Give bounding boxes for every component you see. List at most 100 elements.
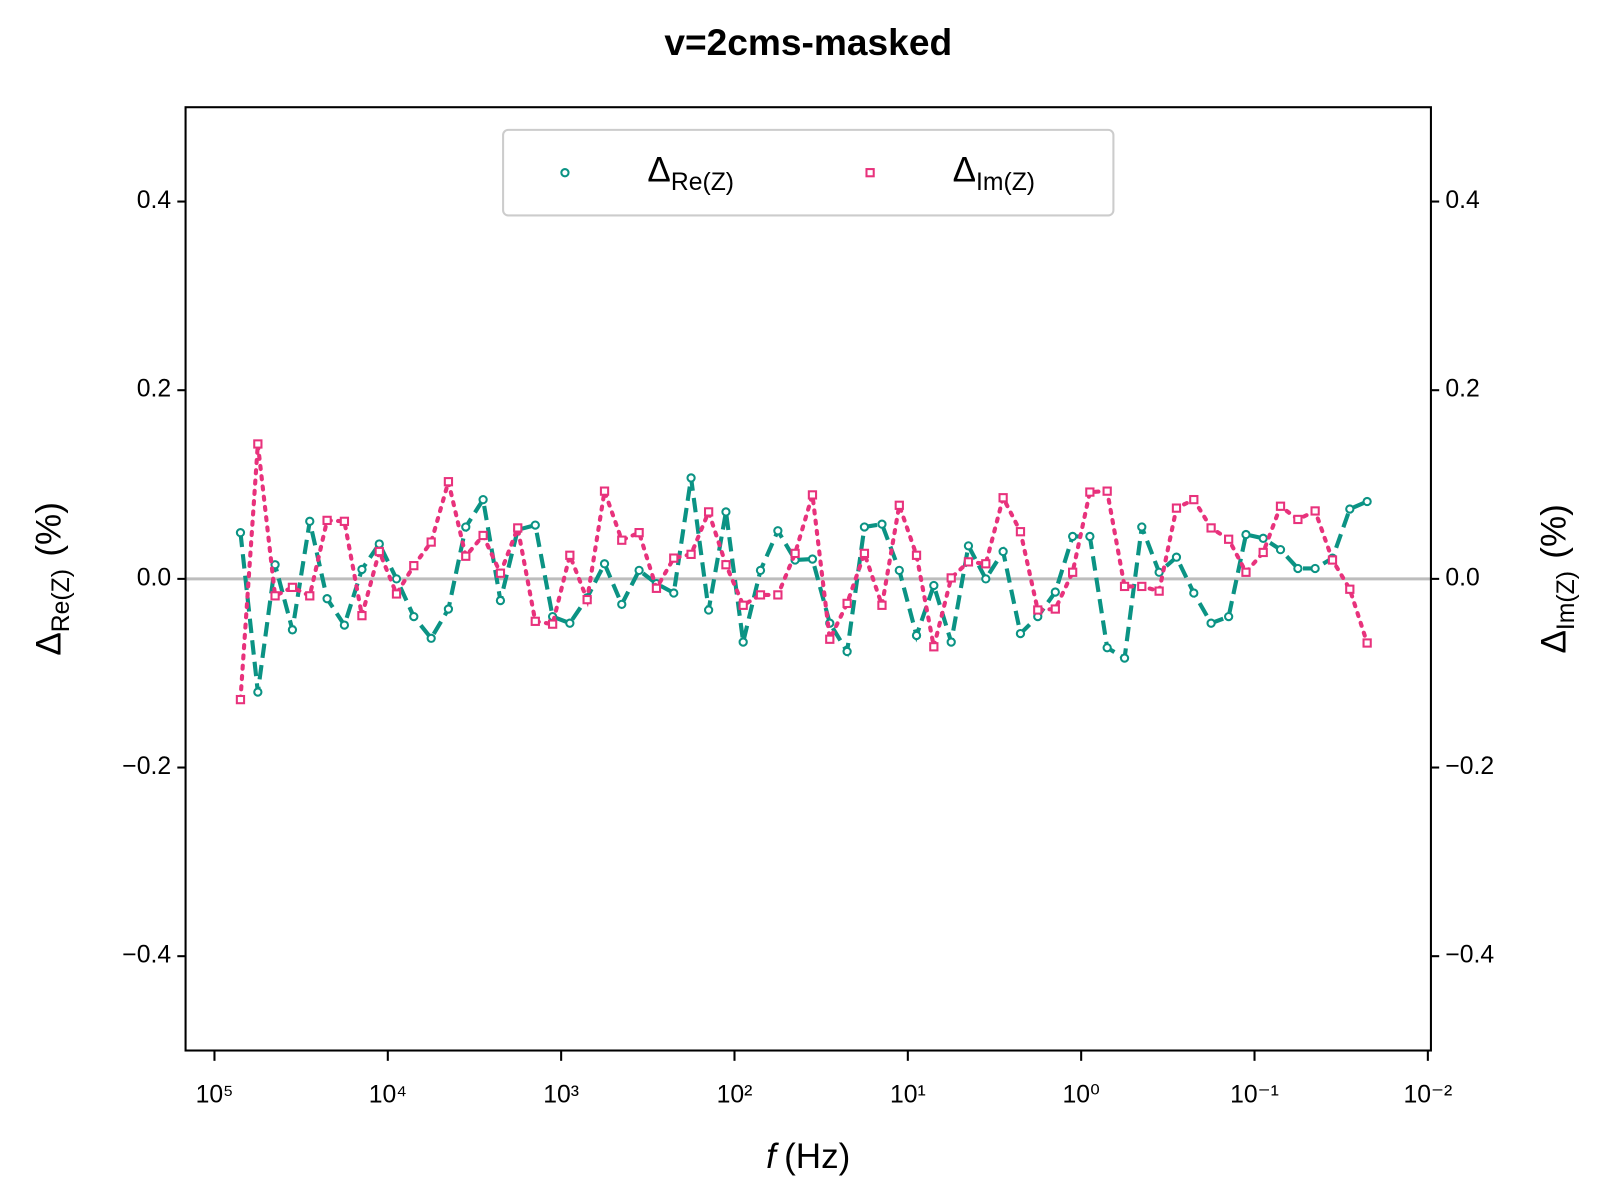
data-point [1362, 638, 1372, 648]
data-point [461, 551, 471, 561]
data-point [1224, 534, 1234, 544]
y-axis-label-unit: (%) [30, 502, 69, 557]
data-point [1206, 523, 1216, 533]
y-tick-label: 0.2 [137, 376, 171, 403]
data-point [1068, 531, 1078, 542]
data-point [530, 520, 540, 530]
data-point [773, 526, 783, 536]
legend-symbol: Δ [953, 151, 976, 190]
data-point [946, 573, 956, 583]
y2-tick-label: 0.0 [1445, 564, 1479, 591]
data-point [773, 590, 783, 600]
y2-tick-label: −0.4 [1445, 942, 1494, 969]
data-point [1293, 563, 1303, 574]
data-point [305, 516, 315, 526]
data-point [703, 507, 714, 517]
data-point [391, 589, 402, 599]
data-point [946, 637, 956, 647]
data-point [651, 583, 662, 593]
data-point [911, 630, 922, 641]
x-axis-unit: (Hz) [784, 1137, 850, 1176]
data-point [721, 507, 731, 517]
data-point [686, 549, 696, 559]
data-point [357, 564, 367, 575]
data-point [374, 546, 384, 557]
data-point [669, 588, 679, 598]
data-point [409, 611, 419, 622]
data-point [1085, 531, 1095, 542]
data-point [721, 560, 731, 570]
y-tick-label: 0.0 [137, 564, 171, 591]
data-point [929, 580, 939, 591]
data-point [825, 634, 835, 644]
data-point [1241, 529, 1251, 540]
data-point [755, 565, 766, 576]
data-point [1310, 563, 1320, 574]
data-point [738, 600, 748, 610]
data-point [963, 541, 974, 551]
data-point [235, 528, 246, 538]
x-tick-label: 10¹ [890, 1081, 926, 1108]
data-point [842, 646, 852, 657]
y2-tick-label: 0.2 [1445, 376, 1479, 403]
data-point [513, 523, 523, 533]
data-point [738, 637, 748, 647]
data-point [582, 594, 592, 605]
data-point [1224, 611, 1234, 622]
y2-tick-label: 0.4 [1445, 187, 1480, 214]
data-point [755, 590, 766, 600]
y2-axis-label: ΔIm(Z) (%) [1535, 504, 1580, 653]
data-point [1362, 496, 1372, 507]
data-point [929, 642, 939, 652]
data-point [426, 633, 436, 643]
y-tick-label: 0.4 [137, 187, 172, 214]
data-point [963, 557, 974, 567]
data-point [1275, 544, 1286, 555]
x-tick-label: 10² [717, 1081, 753, 1108]
data-point [1258, 533, 1268, 543]
data-point [478, 530, 488, 541]
data-point [981, 574, 991, 584]
legend-subscript: Re(Z) [671, 169, 734, 196]
data-point [1206, 618, 1216, 628]
data-point [842, 598, 852, 609]
data-point [877, 519, 887, 529]
data-point [859, 548, 870, 559]
y-tick-label: −0.4 [122, 942, 171, 969]
data-point [1241, 567, 1251, 577]
data-point [287, 625, 298, 635]
data-point [565, 550, 575, 560]
data-point [1154, 586, 1164, 596]
data-point [669, 553, 679, 563]
data-point [339, 516, 350, 526]
y2-tick-label: −0.2 [1445, 753, 1494, 780]
y-axis-label: ΔRe(Z) (%) [30, 502, 75, 656]
x-tick-label: 10⁻² [1403, 1081, 1452, 1108]
y2-axis-label-unit: (%) [1535, 504, 1574, 559]
data-point [495, 568, 506, 578]
data-point [339, 620, 350, 630]
data-point [1033, 605, 1043, 615]
data-point [599, 559, 610, 569]
data-point [1171, 503, 1182, 513]
data-point [1102, 643, 1112, 653]
x-tick-label: 10⁴ [369, 1081, 407, 1108]
data-point [1293, 514, 1303, 525]
data-point [409, 561, 419, 571]
data-point [1275, 501, 1286, 511]
data-point [1119, 581, 1130, 592]
data-point [495, 595, 506, 606]
data-point [478, 494, 488, 505]
data-point [270, 560, 280, 570]
x-tick-label: 10⁰ [1062, 1081, 1100, 1108]
data-point [357, 611, 367, 621]
data-point [1327, 555, 1338, 565]
data-point [461, 522, 471, 532]
y-axis-label-subscript: Re(Z) [47, 569, 74, 632]
data-point [617, 599, 627, 609]
data-point [599, 486, 610, 496]
data-point [253, 687, 263, 697]
data-point [547, 619, 558, 629]
data-point [1119, 653, 1130, 663]
